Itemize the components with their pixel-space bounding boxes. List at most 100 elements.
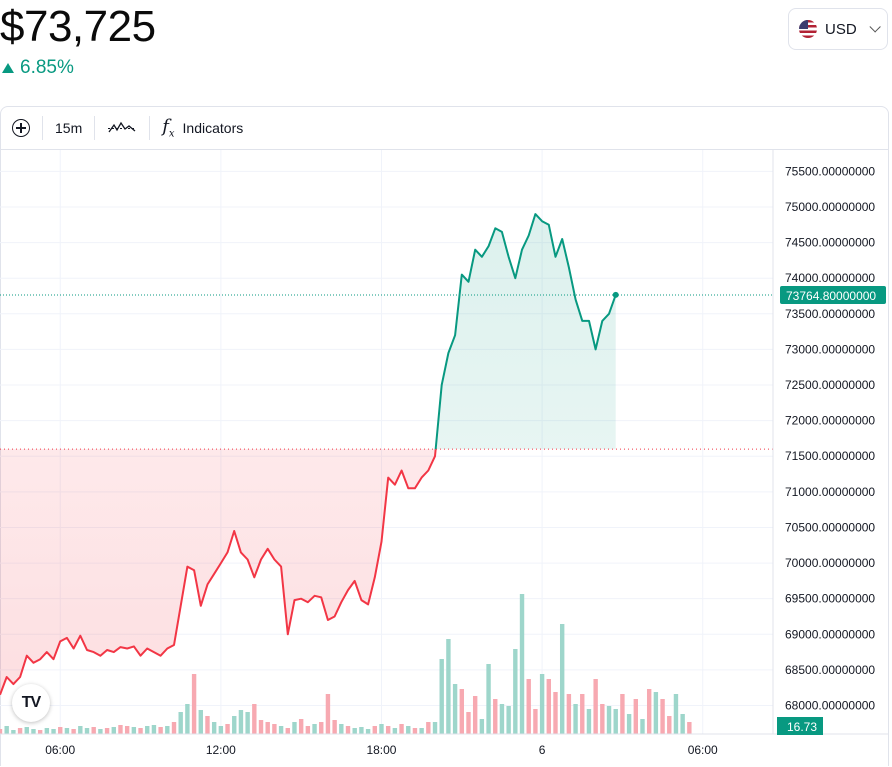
indicators-button[interactable]: fx Indicators xyxy=(150,107,255,149)
volume-bar xyxy=(171,722,177,734)
volume-bar xyxy=(98,729,103,734)
volume-bar xyxy=(0,729,3,734)
y-tick-label: 71500.00000000 xyxy=(785,449,875,463)
volume-bar xyxy=(332,720,337,734)
volume-bar xyxy=(24,727,29,734)
volume-bar xyxy=(158,727,163,734)
volume-bar xyxy=(580,694,585,734)
volume-bar xyxy=(312,724,317,734)
volume-bar xyxy=(513,649,518,734)
volume-bar xyxy=(593,679,598,734)
volume-bar xyxy=(339,724,344,734)
tradingview-logo[interactable]: TV xyxy=(12,684,50,722)
volume-bar xyxy=(292,722,297,734)
currency-label: USD xyxy=(825,20,857,38)
volume-bar xyxy=(546,679,551,734)
x-tick-label: 18:00 xyxy=(366,743,396,757)
volume-bar xyxy=(519,594,525,734)
volume-bar xyxy=(613,709,618,734)
volume-bar xyxy=(4,726,9,734)
interval-label: 15m xyxy=(55,120,83,136)
indicators-label: Indicators xyxy=(182,120,244,136)
chart-toolbar: 15m fx Indicators xyxy=(0,107,889,149)
volume-bar xyxy=(633,699,639,734)
volume-bar xyxy=(419,728,424,734)
y-tick-label: 68000.00000000 xyxy=(785,699,875,713)
price-change-value: 6.85% xyxy=(20,57,74,78)
volume-bar xyxy=(232,716,237,734)
volume-bar xyxy=(379,724,384,734)
y-tick-label: 70000.00000000 xyxy=(785,556,875,570)
current-price: $73,725 xyxy=(0,2,156,51)
volume-bar xyxy=(646,689,652,734)
volume-bar xyxy=(51,729,56,734)
volume-bar xyxy=(278,726,284,734)
chart-axes: 68000.00000000 68500.00000000 69000.000000… xyxy=(0,150,889,757)
volume-bar xyxy=(687,722,692,734)
y-tick-label: 72500.00000000 xyxy=(785,378,875,392)
volume-bar xyxy=(325,694,331,734)
volume-bar xyxy=(44,728,50,734)
below-baseline-fill xyxy=(0,449,436,695)
line-chart-icon xyxy=(108,121,137,133)
price-line-up xyxy=(434,213,617,450)
toolbar-divider xyxy=(0,149,889,150)
volume-bar xyxy=(559,624,565,734)
y-tick-label: 72000.00000000 xyxy=(785,414,875,428)
volume-bar xyxy=(305,726,311,734)
volume-bar xyxy=(118,725,123,734)
volume-bar xyxy=(359,727,364,734)
volume-bar xyxy=(606,706,612,734)
price-series xyxy=(0,213,773,696)
volume-bar xyxy=(499,704,505,734)
price-line-down xyxy=(0,449,437,696)
volume-bar xyxy=(600,704,605,734)
volume-bar xyxy=(71,729,76,734)
volume-bar xyxy=(124,726,130,734)
volume-bar xyxy=(345,726,351,734)
volume-bar xyxy=(533,709,538,734)
volume-bar xyxy=(472,696,478,734)
volume-bar xyxy=(104,728,110,734)
y-tick-label: 70500.00000000 xyxy=(785,520,875,534)
volume-bar xyxy=(225,724,230,734)
volume-bar xyxy=(265,722,270,734)
volume-bar xyxy=(178,712,183,734)
volume-bar xyxy=(479,719,485,734)
chart-type-button[interactable] xyxy=(95,107,149,149)
volume-bar xyxy=(258,720,264,734)
volume-bar xyxy=(78,726,83,734)
volume-bar xyxy=(11,730,16,734)
volume-bar xyxy=(37,730,43,734)
volume-bar xyxy=(165,726,170,734)
volume-bar xyxy=(660,699,665,734)
add-symbol-button[interactable] xyxy=(0,107,42,149)
volume-bar xyxy=(84,728,90,734)
y-tick-label: 71000.00000000 xyxy=(785,485,875,499)
volume-bar xyxy=(439,659,444,734)
volume-bar xyxy=(191,674,197,734)
volume-bar xyxy=(586,709,592,734)
volume-bar xyxy=(385,726,391,734)
volume-bar xyxy=(64,728,70,734)
interval-button[interactable]: 15m xyxy=(43,107,94,149)
last-price-tag xyxy=(780,285,886,304)
y-tick-label: 68500.00000000 xyxy=(785,663,875,677)
volume-bar xyxy=(352,728,357,734)
volume-bar xyxy=(211,722,217,734)
x-tick-label: 6 xyxy=(539,743,546,757)
volume-bar xyxy=(553,692,558,734)
up-triangle-icon xyxy=(2,63,14,73)
above-baseline-fill xyxy=(0,214,616,450)
volume-bar xyxy=(372,726,377,734)
volume-bar xyxy=(298,719,304,734)
y-tick-label: 74000.00000000 xyxy=(785,271,875,285)
volume-bar xyxy=(185,704,190,734)
chart-frame xyxy=(0,106,889,766)
currency-selector[interactable]: USD xyxy=(788,8,888,50)
volume-bar xyxy=(486,664,491,734)
y-tick-label: 69000.00000000 xyxy=(785,627,875,641)
volume-bar xyxy=(285,728,290,734)
volume-bar xyxy=(506,706,511,734)
